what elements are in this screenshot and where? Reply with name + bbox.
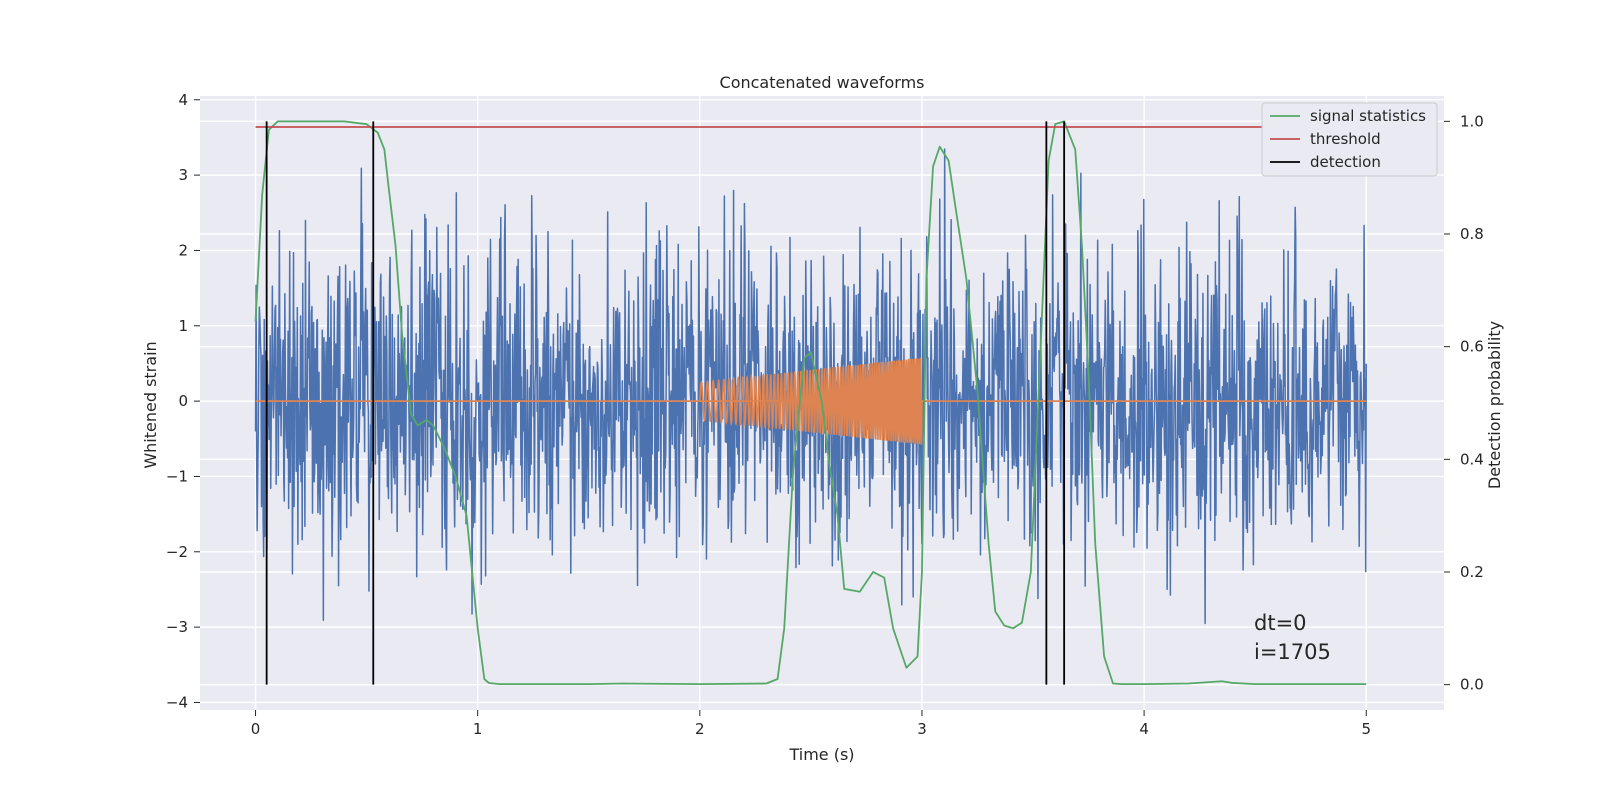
x-tick-label: 1	[473, 720, 483, 738]
legend-label-signal-statistics: signal statistics	[1310, 107, 1426, 125]
y2-tick-label: 0.0	[1460, 676, 1484, 694]
y-tick-label: −1	[166, 467, 188, 485]
legend-label-detection: detection	[1310, 153, 1381, 171]
annotation-box: dt=0 i=1705	[1254, 611, 1331, 664]
x-tick-label: 5	[1361, 720, 1371, 738]
x-tick-label: 0	[251, 720, 261, 738]
legend-label-threshold: threshold	[1310, 130, 1381, 148]
y2-tick-label: 0.2	[1460, 563, 1484, 581]
annotation-i: i=1705	[1254, 640, 1331, 664]
y-tick-label: 3	[178, 166, 188, 184]
y-tick-label: 4	[178, 91, 188, 109]
y2-tick-label: 0.8	[1460, 225, 1484, 243]
plot-area	[254, 120, 1367, 685]
axes: 0 1 2 3 4 5 −4 −3 −2 −1 0 1 2 3 4 0.0 0.2 0.4 0.6 0.8 1.0	[166, 91, 1484, 738]
y-tick-label: −2	[166, 543, 188, 561]
y-tick-label: −4	[166, 693, 188, 711]
x-tick-label: 2	[695, 720, 705, 738]
noise-series-line	[254, 148, 1367, 625]
signal-statistics-line	[254, 120, 1367, 685]
legend: signal statistics threshold detection	[1261, 102, 1438, 177]
x-axis-label: Time (s)	[788, 745, 854, 764]
y-tick-label: 1	[178, 317, 188, 335]
y2-tick-label: 1.0	[1460, 112, 1484, 130]
y-tick-label: −3	[166, 618, 188, 636]
y2-tick-label: 0.6	[1460, 338, 1484, 356]
chart-title: Concatenated waveforms	[720, 73, 925, 92]
x-tick-label: 3	[917, 720, 927, 738]
x-tick-label: 4	[1139, 720, 1149, 738]
annotation-dt: dt=0	[1254, 611, 1307, 635]
y-axis-label: Whitened strain	[141, 341, 160, 468]
y-tick-label: 0	[178, 392, 188, 410]
y2-tick-label: 0.4	[1460, 450, 1484, 468]
legend-frame	[1261, 102, 1438, 177]
y2-axis-label: Detection probability	[1485, 321, 1504, 489]
y-tick-label: 2	[178, 241, 188, 259]
injected-signal-line	[699, 357, 923, 445]
